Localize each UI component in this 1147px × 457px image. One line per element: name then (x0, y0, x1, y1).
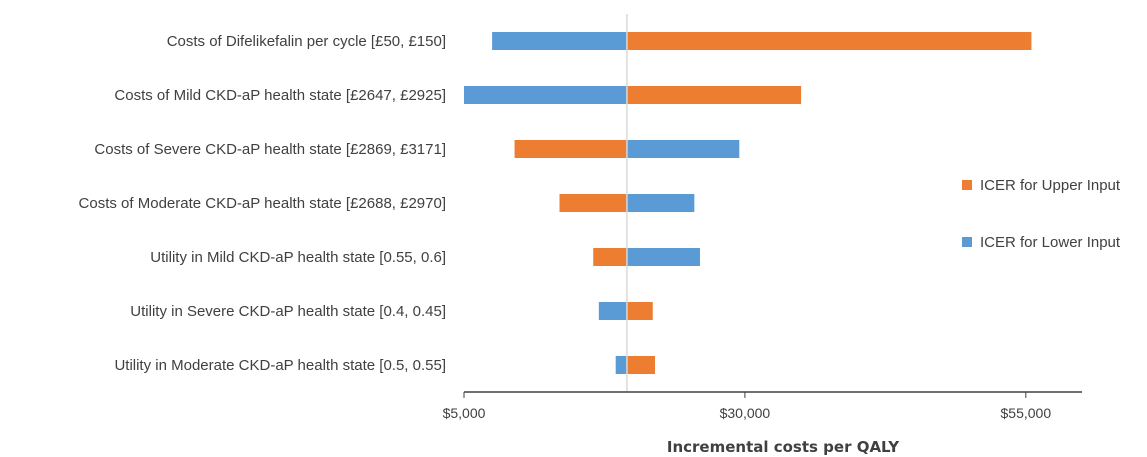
bar-upper (593, 248, 627, 266)
bar-upper (514, 140, 627, 158)
bar-lower (626, 194, 695, 212)
bar-upper (626, 86, 802, 104)
bar-lower (464, 86, 627, 104)
category-label: Costs of Moderate CKD-aP health state [£… (79, 195, 446, 212)
x-axis-ticks: $5,000 $30,000 $55,000 (443, 392, 1052, 421)
category-label: Utility in Mild CKD-aP health state [0.5… (150, 249, 446, 266)
category-label: Costs of Mild CKD-aP health state [£2647… (114, 87, 446, 104)
category-labels: Costs of Difelikefalin per cycle [£50, £… (79, 33, 446, 374)
legend: ICER for Upper Input ICER for Lower Input (962, 177, 1121, 251)
category-label: Utility in Moderate CKD-aP health state … (114, 357, 446, 374)
x-axis-title: Incremental costs per QALY (667, 438, 900, 456)
bar-lower (626, 248, 700, 266)
legend-swatch (962, 237, 972, 247)
x-tick-label: $55,000 (1001, 405, 1052, 421)
bar-lower (598, 302, 627, 320)
bars (464, 32, 1032, 374)
bar-lower (626, 140, 740, 158)
bar-upper (626, 32, 1032, 50)
bar-upper (559, 194, 627, 212)
bar-upper (626, 302, 653, 320)
legend-label: ICER for Lower Input (980, 234, 1121, 251)
bar-lower (615, 356, 627, 374)
legend-label: ICER for Upper Input (980, 177, 1121, 194)
bar-lower (492, 32, 627, 50)
category-label: Costs of Severe CKD-aP health state [£28… (94, 141, 446, 158)
category-label: Costs of Difelikefalin per cycle [£50, £… (167, 33, 446, 50)
category-label: Utility in Severe CKD-aP health state [0… (130, 303, 446, 320)
legend-swatch (962, 180, 972, 190)
x-tick-label: $5,000 (443, 405, 486, 421)
bar-upper (626, 356, 656, 374)
x-tick-label: $30,000 (720, 405, 771, 421)
